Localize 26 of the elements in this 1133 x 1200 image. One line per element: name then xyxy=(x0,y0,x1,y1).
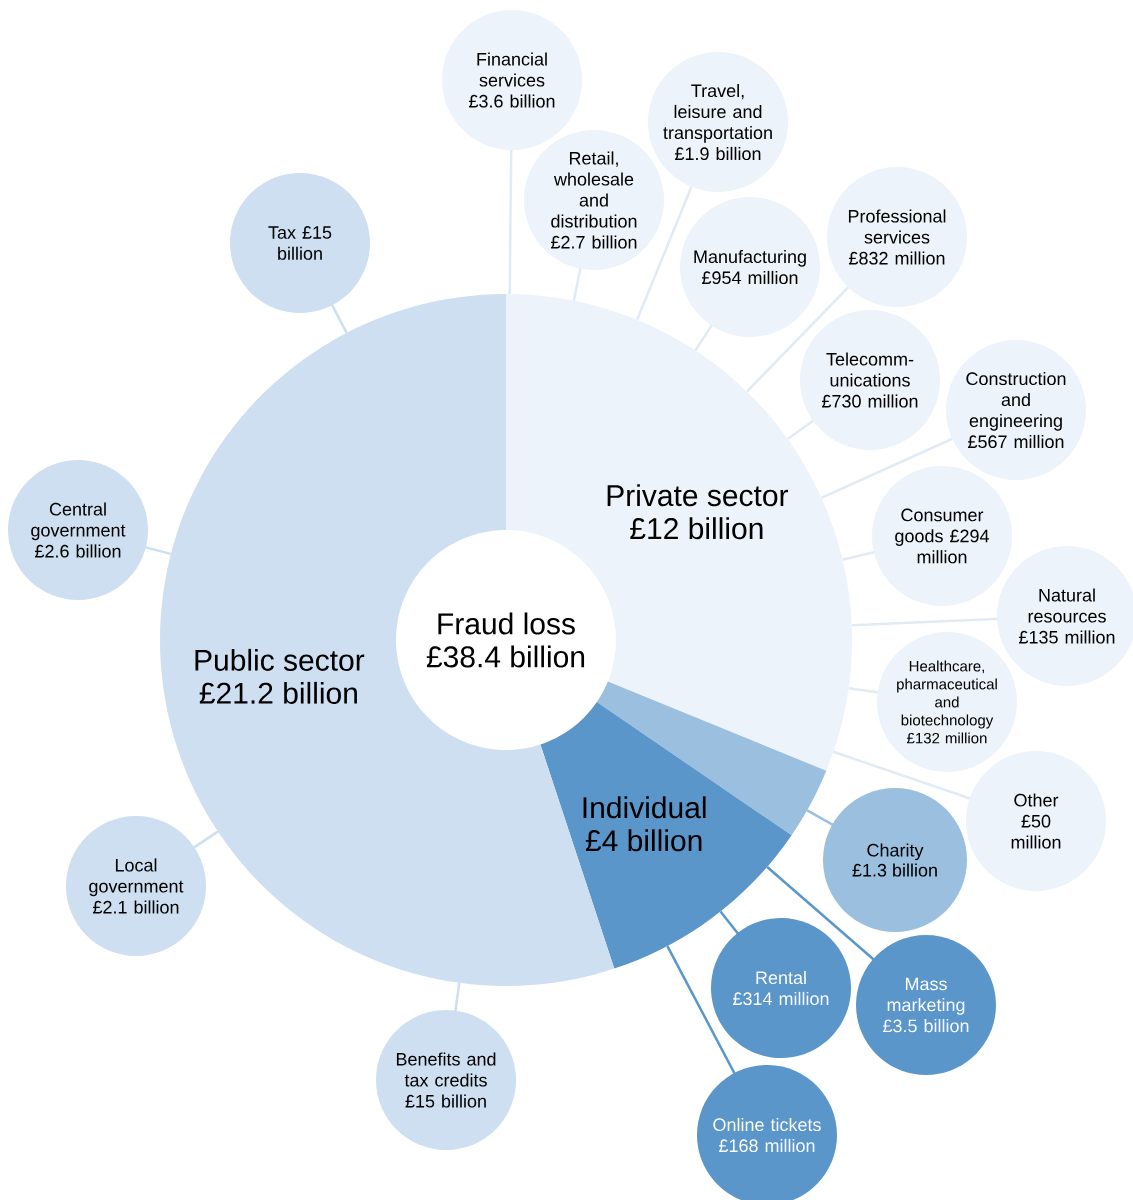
text: Professional services £832 million xyxy=(848,209,946,265)
text: Retail, wholesale and distribution £2.7 billion xyxy=(550,151,637,249)
text: Benefits and tax credits £15 billion xyxy=(396,1052,496,1108)
text: Tax £15 billion xyxy=(268,226,332,260)
text: Construction and engineering £567 million xyxy=(966,371,1066,449)
text: Financial services £3.6 billion xyxy=(468,52,555,108)
slice-label: Individual xyxy=(583,796,706,819)
data-label: £12 billion xyxy=(630,517,763,540)
text: Travel, leisure and transportation £1.9 billion xyxy=(663,83,772,161)
slice-label: Private sector xyxy=(607,484,789,507)
text: Online tickets £168 million xyxy=(713,1117,821,1153)
text: Natural resources £135 million xyxy=(1018,588,1115,644)
data-label: £21.2 billion xyxy=(199,681,357,704)
text: Telecomm-unications £730 million xyxy=(821,352,918,408)
text: Other £50 million xyxy=(1011,793,1061,849)
text: Mass marketing £3.5 billion xyxy=(882,977,969,1033)
text: Healthcare, pharmaceutical and biotechnology £132 million xyxy=(897,660,997,744)
text: Consumer goods £294 million xyxy=(895,508,989,564)
text: Rental £314 million xyxy=(732,970,829,1006)
data-label: £1.3 billion xyxy=(852,863,937,877)
text: £38.4 billion xyxy=(426,645,585,668)
text: Local government £2.1 billion xyxy=(89,858,184,914)
slice-label: Public sector xyxy=(195,648,365,671)
data-label: £4 billion xyxy=(585,829,702,852)
text: Manufacturing £954 million xyxy=(694,249,806,285)
text: Fraud loss xyxy=(438,612,575,635)
